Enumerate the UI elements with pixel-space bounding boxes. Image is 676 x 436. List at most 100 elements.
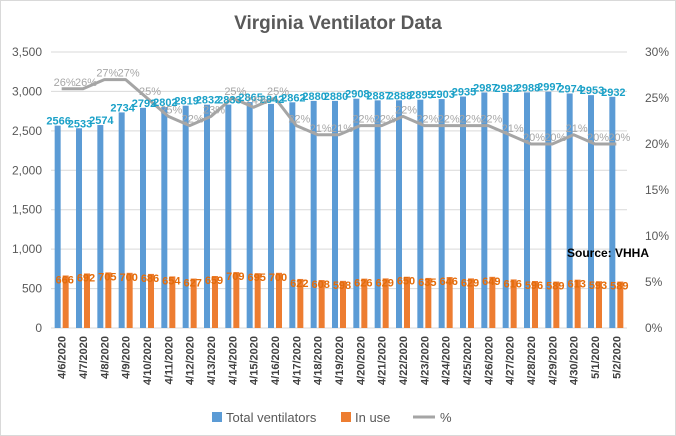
bar-in-use <box>169 276 176 328</box>
percent-data-label: 25% <box>224 86 246 98</box>
in-use-data-label: 629 <box>375 277 393 289</box>
in-use-data-label: 598 <box>333 280 351 292</box>
percent-data-label: 22% <box>395 104 417 116</box>
bar-total-ventilators <box>246 102 253 329</box>
left-tick-label: 2,500 <box>12 124 42 138</box>
in-use-data-label: 616 <box>503 278 521 290</box>
bar-total-ventilators <box>268 103 274 328</box>
total-data-label: 2888 <box>388 90 412 102</box>
bar-in-use <box>254 273 261 328</box>
bar-total-ventilators <box>97 125 104 328</box>
total-data-label: 2932 <box>601 87 625 99</box>
bar-total-ventilators <box>289 102 296 329</box>
percent-data-label: 22% <box>480 114 502 126</box>
total-data-label: 2566 <box>46 116 70 128</box>
x-tick-label: 4/12/2020 <box>185 336 197 385</box>
bar-total-ventilators <box>204 104 210 328</box>
bar-in-use <box>574 279 581 328</box>
in-use-data-label: 646 <box>439 276 457 288</box>
x-tick-label: 4/30/2020 <box>569 336 581 385</box>
bar-in-use <box>404 276 410 328</box>
total-data-label: 2832 <box>196 95 220 107</box>
percent-data-label: 21% <box>502 123 524 135</box>
left-tick-label: 1,500 <box>12 203 42 217</box>
in-use-data-label: 629 <box>461 277 479 289</box>
x-tick-label: 4/6/2020 <box>57 336 69 379</box>
in-use-data-label: 700 <box>269 272 287 284</box>
bar-total-ventilators <box>524 92 530 329</box>
bar-total-ventilators <box>417 99 424 328</box>
percent-series-line <box>61 78 617 146</box>
percent-data-label: 26% <box>75 77 97 89</box>
bar-total-ventilators <box>54 125 61 328</box>
bar-in-use <box>340 280 346 328</box>
x-tick-label: 4/29/2020 <box>547 336 559 385</box>
bar-total-ventilators <box>353 98 360 328</box>
percent-data-label: 20% <box>523 132 545 144</box>
total-data-label: 2819 <box>174 96 198 108</box>
right-axis-ticks: 0% 5% 10% 15% 20% 25% 30% <box>645 45 669 335</box>
x-tick-label: 4/25/2020 <box>462 336 474 385</box>
total-data-label: 2903 <box>430 89 454 101</box>
bar-total-ventilators <box>588 95 594 328</box>
bar-total-ventilators <box>374 100 381 328</box>
in-use-data-label: 622 <box>290 278 308 290</box>
bar-in-use <box>62 275 69 328</box>
x-tick-label: 4/19/2020 <box>334 336 346 385</box>
x-tick-label: 4/9/2020 <box>121 336 133 379</box>
percent-data-label: 23% <box>203 104 225 116</box>
in-use-data-label: 627 <box>183 278 201 290</box>
total-data-label: 2880 <box>324 91 348 103</box>
left-tick-label: 1,000 <box>12 242 42 256</box>
percent-data-label: 22% <box>374 114 396 126</box>
bar-in-use <box>361 278 368 328</box>
percent-data-label: 27% <box>96 68 118 80</box>
left-tick-label: 3,000 <box>12 84 42 98</box>
bar-total-ventilators <box>140 107 146 328</box>
bar-total-ventilators <box>332 100 338 329</box>
total-data-label: 2862 <box>281 92 305 104</box>
percent-line <box>61 78 617 146</box>
legend-swatch-total <box>212 412 222 422</box>
x-axis-ticks: 4/6/2020 4/7/2020 4/8/2020 4/9/2020 4/10/202… <box>57 336 624 385</box>
total-data-label: 2533 <box>68 118 92 130</box>
total-data-label: 2865 <box>238 92 262 104</box>
bar-in-use <box>105 272 112 328</box>
bar-in-use <box>425 277 432 328</box>
bar-total-ventilators <box>225 104 232 328</box>
legend-swatch-in-use <box>341 412 351 422</box>
x-tick-label: 4/8/2020 <box>99 336 111 379</box>
legend-label: % <box>440 410 452 425</box>
legend: Total ventilators In use% <box>212 410 452 425</box>
bar-in-use <box>233 272 240 328</box>
x-tick-label: 4/7/2020 <box>78 336 90 379</box>
right-tick-label: 30% <box>645 45 669 59</box>
x-tick-label: 4/21/2020 <box>377 336 389 385</box>
total-data-label: 2953 <box>580 85 604 97</box>
total-data-label: 2792 <box>132 98 156 110</box>
in-use-data-label: 635 <box>418 277 436 289</box>
gridlines <box>51 51 627 329</box>
bar-total-ventilators <box>161 107 168 328</box>
bar-in-use <box>468 278 474 328</box>
percent-data-label: 27% <box>118 68 140 80</box>
total-data-label: 2908 <box>345 89 369 101</box>
in-use-data-label: 626 <box>354 278 372 290</box>
right-tick-label: 10% <box>645 229 669 243</box>
in-use-data-label: 709 <box>226 271 244 283</box>
in-use-data-label: 654 <box>162 275 181 287</box>
percent-data-label: 22% <box>438 114 460 126</box>
right-tick-label: 15% <box>645 183 669 197</box>
bar-in-use <box>553 281 560 328</box>
x-tick-label: 4/10/2020 <box>142 336 154 385</box>
left-tick-label: 0 <box>35 321 42 335</box>
percent-data-label: 24% <box>246 95 268 107</box>
total-data-label: 2802 <box>153 97 177 109</box>
percent-data-label: 21% <box>566 123 588 135</box>
in-use-data-label: 705 <box>98 271 116 283</box>
percent-data-label: 26% <box>54 77 76 89</box>
in-use-data-label: 695 <box>247 272 265 284</box>
percent-data-label: 21% <box>310 123 332 135</box>
